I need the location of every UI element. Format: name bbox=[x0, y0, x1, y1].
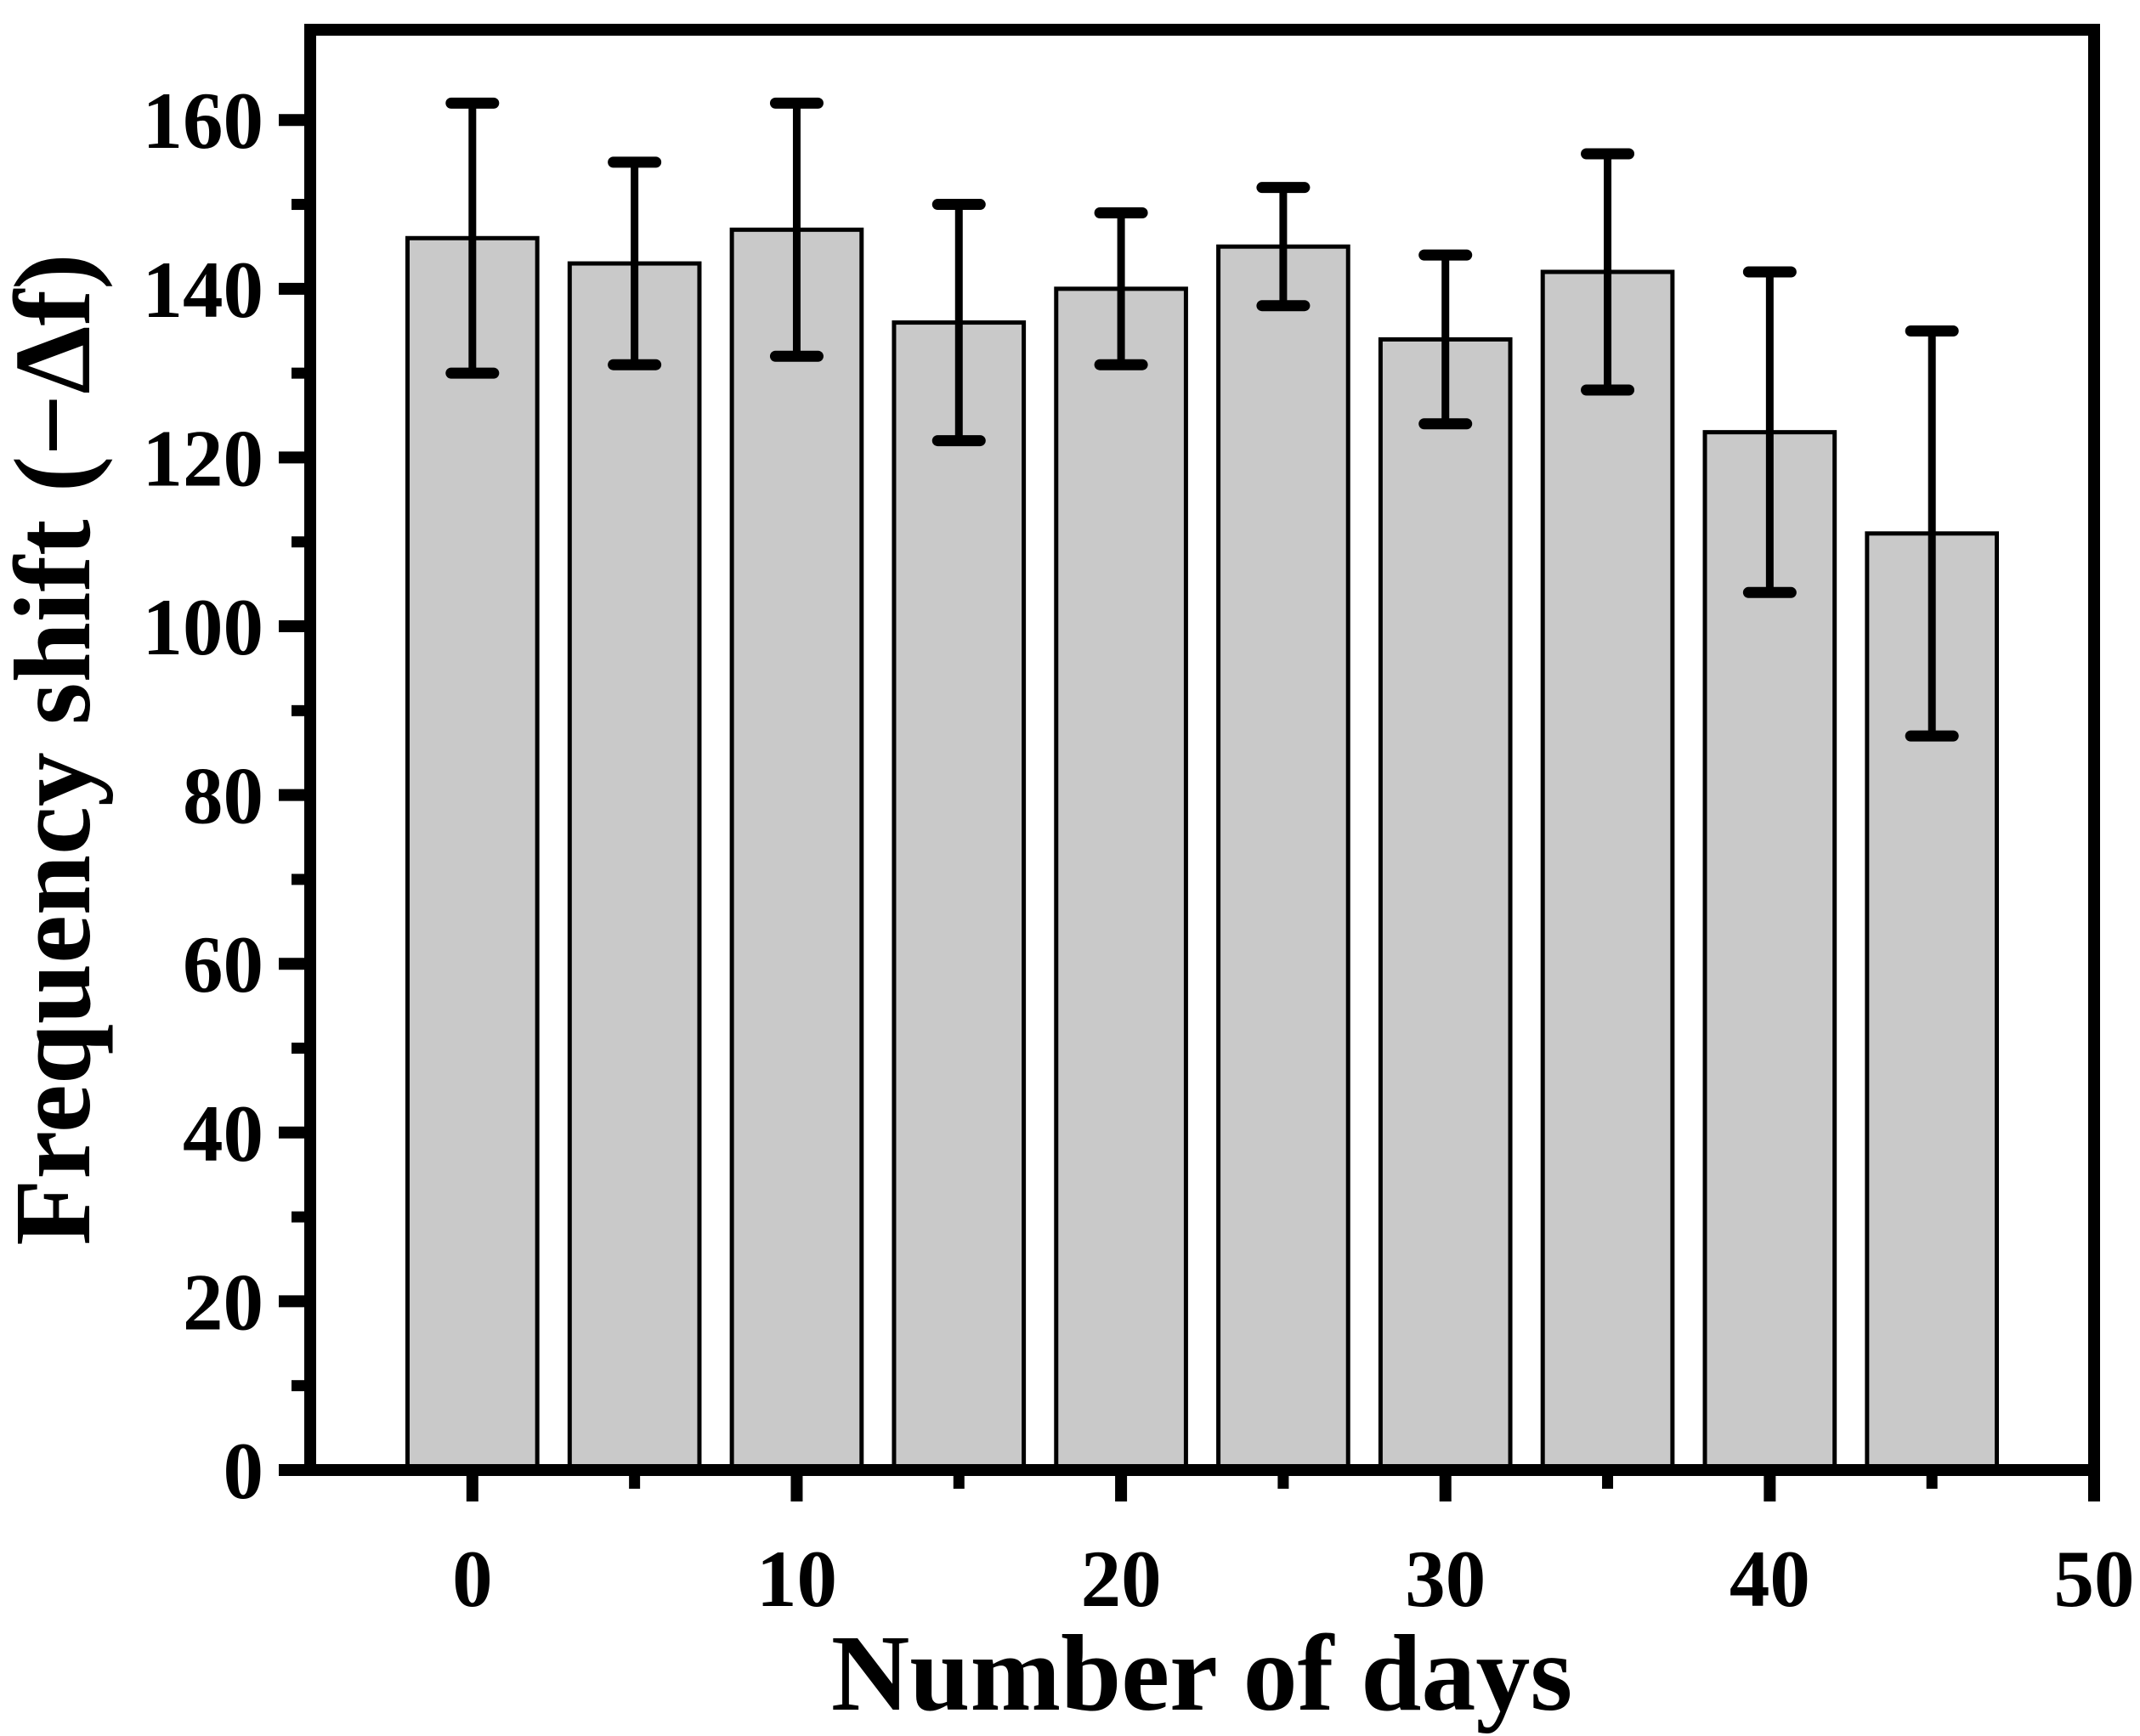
x-axis-title: Number of days bbox=[831, 1613, 1572, 1733]
bar-day-15 bbox=[892, 320, 1027, 1473]
bar-day-30 bbox=[1378, 336, 1513, 1473]
x-tick-label-20: 20 bbox=[1081, 1534, 1162, 1624]
y-tick-label-60: 60 bbox=[183, 919, 263, 1009]
bar-day-35 bbox=[1540, 269, 1675, 1473]
x-tick-label-40: 40 bbox=[1730, 1534, 1810, 1624]
tick-labels-layer: 0 20 40 60 80 100 120 140 160 0 10 20 30 40 50 bbox=[143, 76, 2135, 1624]
bar-day-0 bbox=[405, 235, 540, 1473]
bar-day-5 bbox=[567, 261, 702, 1473]
bar-day-20 bbox=[1054, 286, 1188, 1473]
plot-frame bbox=[304, 24, 2100, 1476]
y-tick-label-140: 140 bbox=[143, 245, 264, 335]
y-tick-label-80: 80 bbox=[183, 751, 263, 841]
y-tick-label-40: 40 bbox=[183, 1089, 263, 1179]
bars-layer bbox=[405, 227, 2000, 1473]
error-bars-layer bbox=[445, 97, 1959, 742]
x-tick-label-50: 50 bbox=[2054, 1534, 2135, 1624]
y-tick-label-20: 20 bbox=[183, 1257, 263, 1347]
bar-day-25 bbox=[1216, 244, 1350, 1473]
y-tick-label-120: 120 bbox=[143, 413, 264, 503]
bar-day-10 bbox=[729, 227, 864, 1473]
bar-day-40 bbox=[1702, 430, 1837, 1473]
y-axis-title: Frequency shift (−Δf) bbox=[0, 253, 113, 1246]
y-tick-label-160: 160 bbox=[143, 76, 264, 166]
x-tick-label-30: 30 bbox=[1405, 1534, 1486, 1624]
x-tick-label-0: 0 bbox=[452, 1534, 493, 1624]
y-tick-label-100: 100 bbox=[143, 582, 264, 672]
y-tick-label-0: 0 bbox=[224, 1426, 264, 1516]
axes-layer bbox=[279, 24, 2100, 1501]
x-tick-label-10: 10 bbox=[756, 1534, 837, 1624]
